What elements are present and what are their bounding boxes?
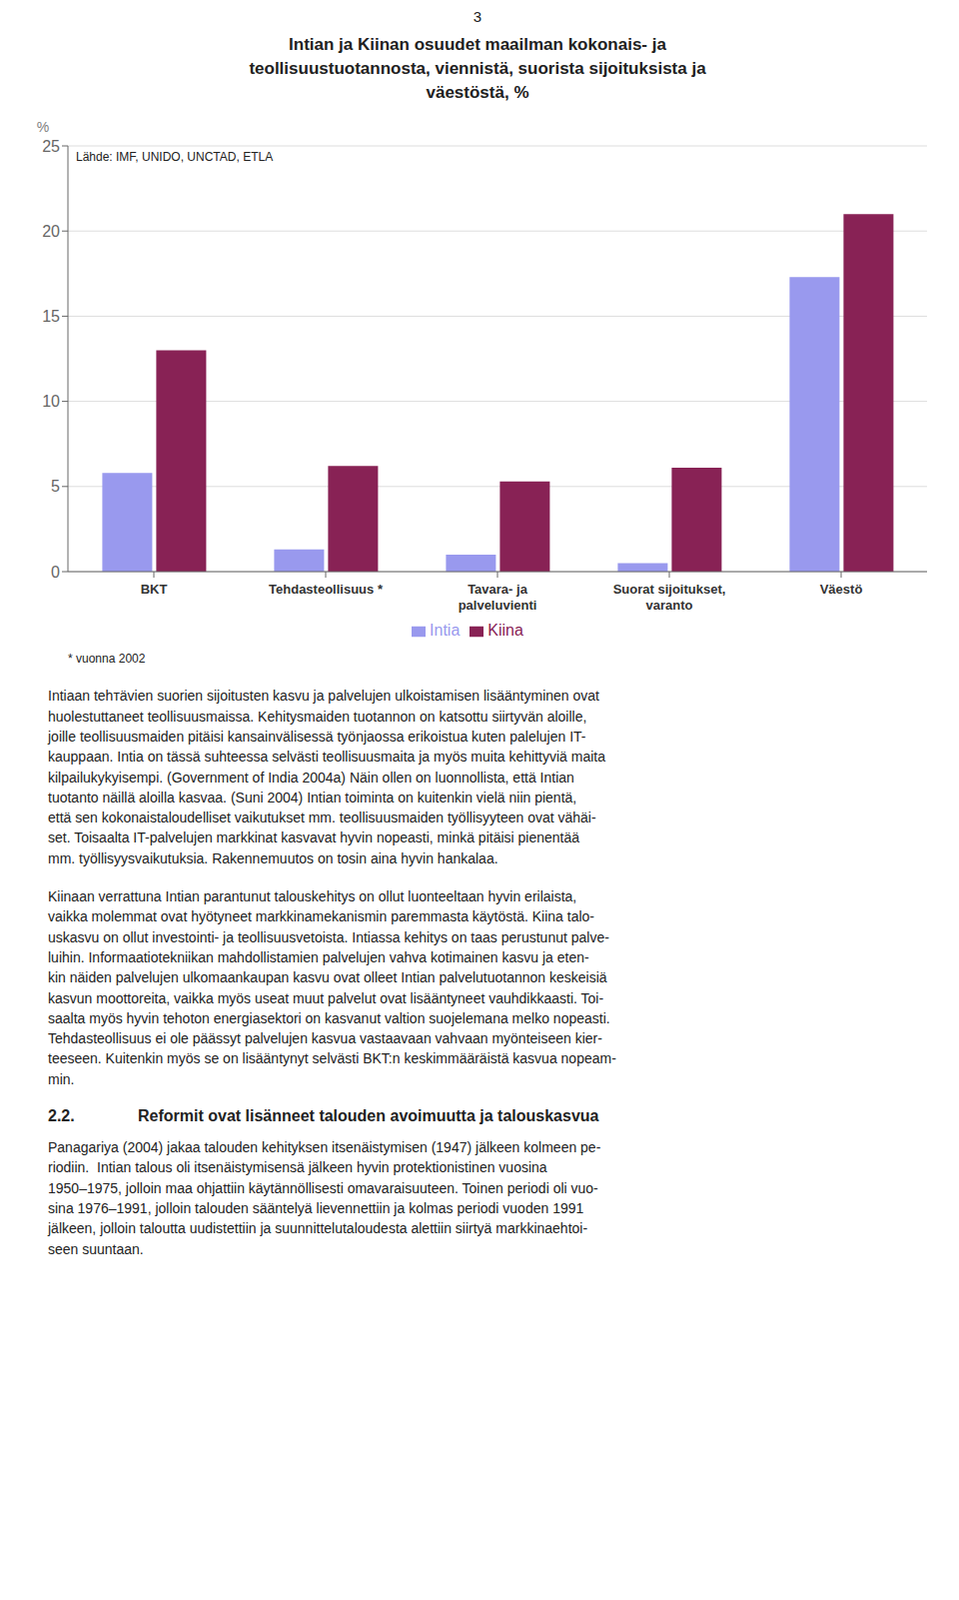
html-text:3: 3 (473, 7, 482, 25)
html-text:Intian ja Kiinan osuudet maail: Intian ja Kiinan osuudet maailman kokona… (249, 34, 706, 102)
html-text:Intia: Intia (429, 621, 460, 639)
svg-text:15: 15 (41, 307, 60, 325)
svg-text:0: 0 (50, 563, 60, 581)
html-text:Kiina: Kiina (487, 621, 524, 639)
svg-text:5: 5 (50, 478, 60, 496)
html-text:Panagariya (2004) jakaa taloud: Panagariya (2004) jakaa talouden kehityk… (47, 1138, 601, 1257)
html-text:2.2.: 2.2. (47, 1106, 75, 1124)
html-text:Reformit ovat lisänneet taloud: Reformit ovat lisänneet talouden avoimuu… (137, 1106, 599, 1124)
svg-text:20: 20 (41, 222, 60, 240)
html-text:Intiaan tehтävien suorien sijo: Intiaan tehтävien suorien sijoitusten ka… (47, 687, 606, 866)
html-text:Kiinaan verrattuna Intian para: Kiinaan verrattuna Intian parantunut tal… (47, 888, 617, 1087)
svg-text:Väestö: Väestö (820, 581, 864, 597)
svg-text:Tehdasteollisuus *: Tehdasteollisuus * (268, 581, 384, 597)
svg-text:10: 10 (41, 393, 60, 411)
svg-text:Suorat sijoitukset,varanto: Suorat sijoitukset,varanto (613, 581, 727, 613)
svg-text:25: 25 (41, 137, 60, 155)
svg-text:%: % (36, 118, 49, 135)
svg-text:Tavara- japalveluvienti: Tavara- japalveluvienti (458, 581, 538, 613)
svg-text:BKT: BKT (140, 581, 168, 597)
html-text:* vuonna 2002: * vuonna 2002 (67, 651, 146, 666)
html-text:Lähde: IMF, UNIDO, UNCTAD, ETL: Lähde: IMF, UNIDO, UNCTAD, ETLA (75, 150, 273, 165)
